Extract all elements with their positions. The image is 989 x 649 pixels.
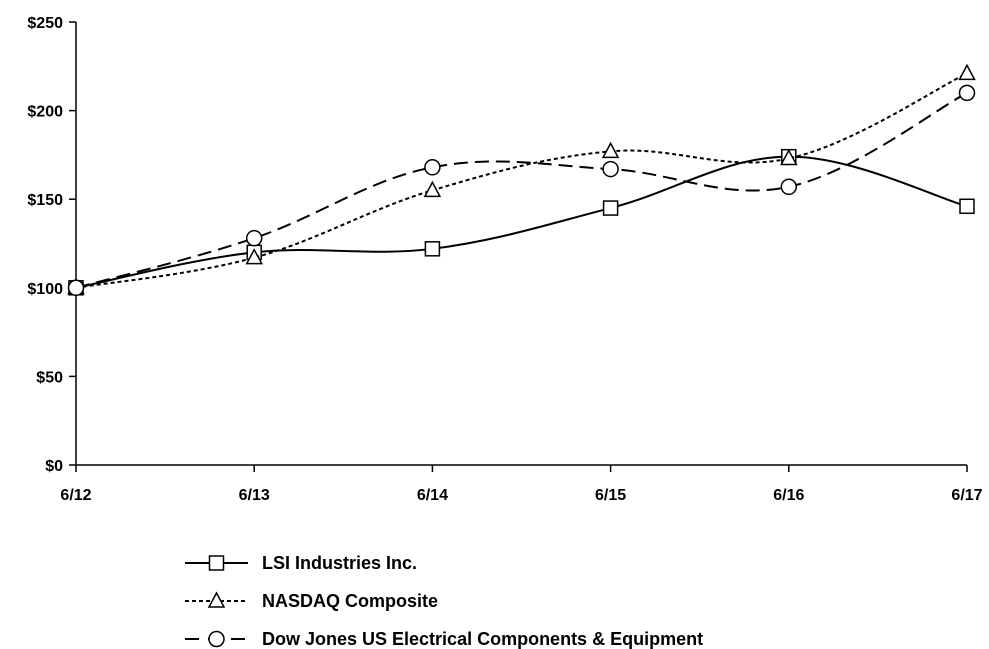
legend-marker-triangle [207, 591, 226, 608]
data-point-triangle [423, 180, 442, 198]
y-tick-label: $100 [27, 281, 63, 298]
legend-item: NASDAQ Composite [185, 591, 438, 611]
data-point-circle [67, 279, 85, 297]
legend-marker-square [208, 555, 225, 571]
data-point-circle [424, 159, 441, 176]
y-tick-label: $50 [36, 369, 63, 386]
data-point-square [424, 241, 441, 257]
series-line [75, 91, 968, 289]
series-square [68, 148, 975, 296]
data-point-circle [958, 84, 976, 102]
x-tick-label: 6/14 [417, 487, 448, 504]
legend-label: NASDAQ Composite [262, 591, 438, 611]
legend-label: Dow Jones US Electrical Components & Equ… [262, 629, 703, 649]
x-tick-label: 6/16 [773, 487, 804, 504]
data-point-square [959, 198, 975, 215]
x-tick-label: 6/15 [595, 487, 626, 504]
legend-label: LSI Industries Inc. [262, 553, 417, 573]
legend-item: LSI Industries Inc. [185, 553, 417, 573]
series-circle [67, 84, 976, 297]
data-point-triangle [601, 141, 620, 159]
data-point-circle [245, 229, 263, 247]
data-point-triangle [958, 63, 976, 81]
legend-item: Dow Jones US Electrical Components & Equ… [185, 629, 703, 649]
x-tick-label: 6/12 [60, 487, 91, 504]
y-tick-label: $150 [27, 192, 63, 209]
data-point-square [602, 200, 619, 216]
legend-marker-circle [208, 630, 225, 648]
series-layer [67, 63, 976, 297]
series-line [75, 72, 968, 289]
data-point-circle [780, 178, 798, 196]
series-line [75, 155, 968, 289]
y-tick-label: $0 [45, 458, 63, 475]
legend: LSI Industries Inc. NASDAQ Composite Dow J… [185, 553, 703, 649]
y-axis: $0 $50 $100 $150 $200 $250 [27, 15, 77, 475]
data-point-triangle [780, 148, 798, 166]
data-point-circle [602, 160, 619, 178]
data-point-triangle [245, 248, 263, 265]
y-tick-label: $250 [27, 15, 63, 32]
x-tick-label: 6/17 [951, 487, 982, 504]
x-axis: 6/12 6/13 6/14 6/15 6/16 6/17 [60, 464, 983, 504]
y-tick-label: $200 [27, 104, 63, 121]
x-tick-label: 6/13 [239, 487, 270, 504]
